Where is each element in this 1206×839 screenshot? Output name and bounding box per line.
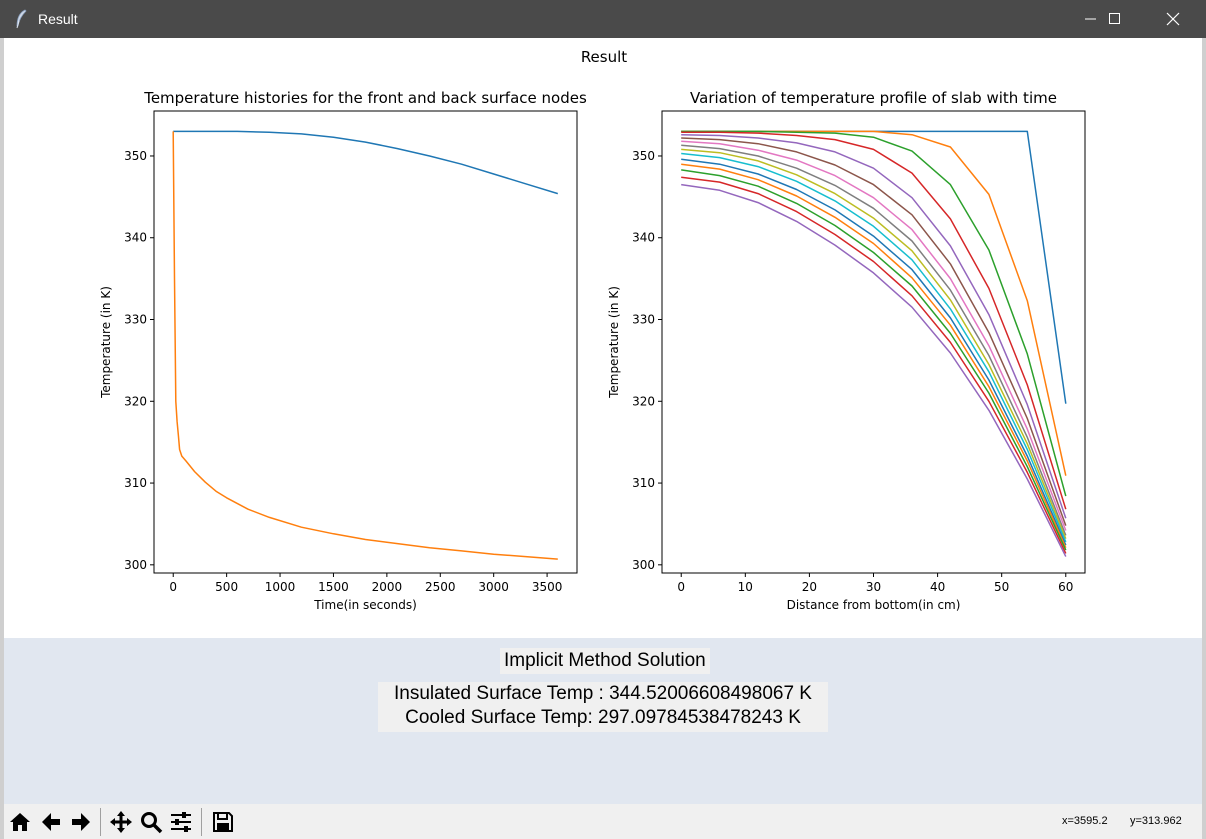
x-tick-label: 500 [215, 580, 238, 594]
x-tick-label: 60 [1058, 580, 1073, 594]
series-line-5 [681, 133, 1067, 519]
chart-title: Temperature histories for the front and … [143, 89, 587, 107]
close-icon [1166, 12, 1180, 26]
y-tick-label: 350 [632, 149, 655, 163]
y-tick-label: 310 [124, 476, 147, 490]
axes-frame [661, 110, 1086, 574]
x-tick-label: 50 [994, 580, 1009, 594]
cursor-y-readout: y=313.962 [1130, 815, 1182, 827]
chart-title: Variation of temperature profile of slab… [690, 89, 1057, 107]
series-line-4 [681, 131, 1067, 510]
maximize-icon [1109, 13, 1120, 24]
navigation-toolbar: x=3595.2 y=313.962 [4, 804, 1204, 839]
figure-suptitle: Result [581, 48, 627, 66]
series-line-14 [681, 176, 1067, 554]
x-tick-label: 2500 [425, 580, 456, 594]
maximize-button[interactable] [1092, 0, 1138, 38]
x-tick-label: 30 [866, 580, 881, 594]
series-line-1 [173, 130, 559, 195]
close-button[interactable] [1150, 0, 1196, 38]
x-tick-label: 1500 [318, 580, 349, 594]
series-line-6 [681, 137, 1067, 526]
series-line-1 [681, 130, 1067, 404]
x-axis-label: Time(in seconds) [313, 598, 417, 612]
series-line-2 [172, 131, 558, 560]
cursor-x-readout: x=3595.2 [1062, 815, 1108, 827]
y-tick-label: 310 [632, 476, 655, 490]
window-right-border [1202, 38, 1206, 839]
axes-frame [153, 110, 578, 574]
x-tick-label: 20 [802, 580, 817, 594]
back-icon [42, 813, 60, 831]
feather-icon [16, 9, 27, 29]
solution-heading: Implicit Method Solution [500, 648, 710, 674]
minimize-button[interactable] [1068, 0, 1114, 38]
x-tick-label: 0 [169, 580, 177, 594]
x-tick-label: 10 [738, 580, 753, 594]
zoom-icon [141, 812, 163, 834]
insulated-surface-temp: Insulated Surface Temp : 344.52006608498… [394, 683, 812, 704]
y-tick-label: 300 [124, 558, 147, 572]
x-tick-label: 1000 [265, 580, 296, 594]
minimize-icon [1085, 18, 1096, 20]
figure-canvas[interactable]: Result Temperature histories for the fro… [4, 38, 1204, 638]
toolbar-separator [100, 808, 101, 836]
results-panel: Implicit Method Solution Insulated Surfa… [4, 638, 1204, 804]
configure-subplots-icon [171, 812, 191, 832]
pan-icon [110, 811, 132, 833]
cooled-surface-temp: Cooled Surface Temp: 297.09784538478243 … [405, 707, 801, 728]
save-button[interactable] [209, 808, 237, 836]
home-icon [10, 813, 30, 831]
y-tick-label: 330 [124, 313, 147, 327]
configure-subplots-button[interactable] [167, 808, 195, 836]
series-line-8 [681, 144, 1067, 536]
results-box: Insulated Surface Temp : 344.52006608498… [378, 682, 828, 732]
window-title: Result [38, 11, 78, 27]
series-line-10 [681, 152, 1067, 543]
series-line-11 [681, 158, 1067, 546]
x-tick-label: 40 [930, 580, 945, 594]
x-tick-label: 3500 [532, 580, 563, 594]
y-tick-label: 320 [632, 394, 655, 408]
series-line-9 [681, 148, 1067, 539]
y-tick-label: 320 [124, 394, 147, 408]
toolbar-separator [201, 808, 202, 836]
y-tick-label: 340 [124, 231, 147, 245]
y-axis-label: Temperature (in K) [99, 286, 113, 399]
y-tick-label: 300 [632, 558, 655, 572]
series-line-15 [681, 183, 1067, 557]
home-button[interactable] [6, 808, 34, 836]
window-left-border [0, 38, 4, 839]
y-tick-label: 340 [632, 231, 655, 245]
series-line-3 [681, 130, 1067, 497]
x-tick-label: 2000 [372, 580, 403, 594]
series-line-13 [681, 169, 1067, 551]
series-line-12 [681, 163, 1067, 549]
pan-button[interactable] [107, 808, 135, 836]
save-icon [213, 812, 233, 832]
figure-svg: Result Temperature histories for the fro… [99, 48, 1086, 612]
temperature-history-axes: Temperature histories for the front and … [99, 89, 587, 612]
x-tick-label: 0 [677, 580, 685, 594]
zoom-button[interactable] [137, 808, 165, 836]
series-line-7 [681, 140, 1067, 531]
x-tick-label: 3000 [478, 580, 509, 594]
title-bar: Result [0, 0, 1206, 38]
temperature-profile-axes: Variation of temperature profile of slab… [607, 89, 1086, 612]
forward-button[interactable] [67, 808, 95, 836]
y-tick-label: 330 [632, 313, 655, 327]
back-button[interactable] [37, 808, 65, 836]
y-axis-label: Temperature (in K) [607, 286, 621, 399]
forward-icon [72, 813, 90, 831]
y-tick-label: 350 [124, 149, 147, 163]
x-axis-label: Distance from bottom(in cm) [787, 598, 961, 612]
